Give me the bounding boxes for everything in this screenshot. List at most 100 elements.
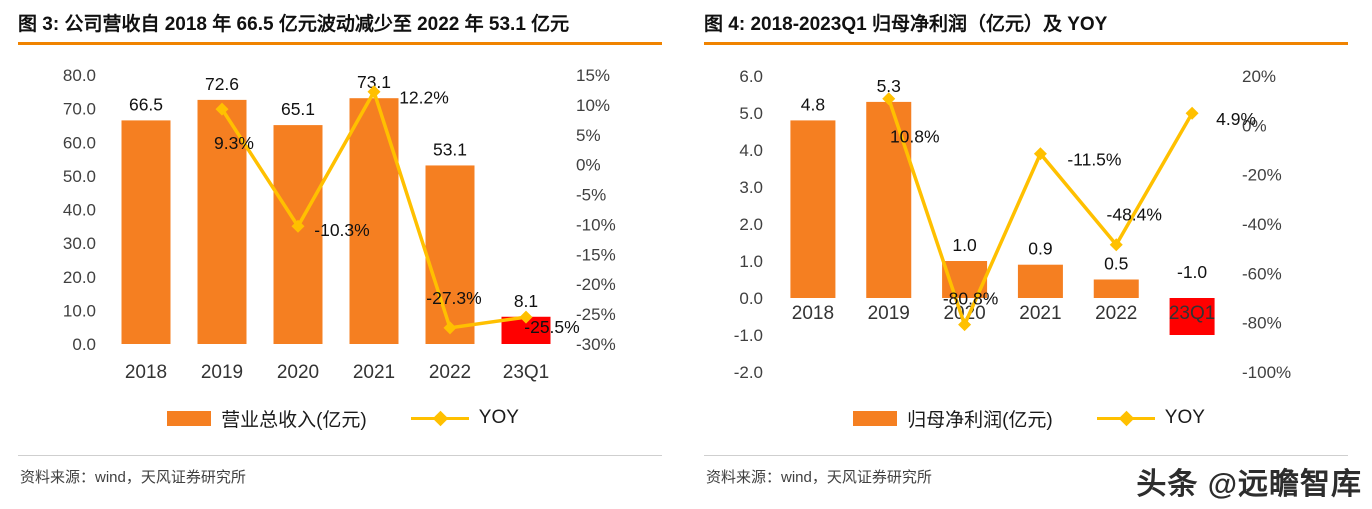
bar-2022 (1093, 279, 1139, 298)
right-axis-tick-label: -60% (1242, 264, 1282, 283)
panel-figure-3: 图 3: 公司营收自 2018 年 66.5 亿元波动减少至 2022 年 53… (0, 14, 686, 486)
yoy-point-marker (958, 318, 972, 332)
diamond-marker-icon (432, 410, 449, 426)
category-label: 2019 (201, 362, 243, 383)
bar-2019 (866, 101, 912, 299)
panel-figure-4: 图 4: 2018-2023Q1 归母净利润（亿元）及 YOY 6.0 5.0 4.… (686, 0, 1372, 509)
category-label: 2018 (792, 303, 834, 324)
yoy-point-marker (367, 85, 381, 99)
right-axis-tick-label: -10% (576, 215, 616, 234)
bar-value-label: 66.5 (129, 94, 163, 114)
bar-2022 (425, 165, 475, 344)
category-label: 2021 (1019, 303, 1061, 324)
right-axis-tick-label: -25% (576, 305, 616, 324)
diamond-marker-icon (1118, 410, 1135, 426)
yoy-value-label: 10.8% (890, 127, 940, 147)
left-axis-tick-label: 3.0 (739, 178, 763, 197)
right-axis-tick-label: 0% (576, 156, 601, 175)
yoy-value-label: -10.3% (314, 220, 369, 240)
yoy-point-marker (215, 102, 229, 116)
yoy-point-marker (1185, 106, 1199, 120)
bar-2018 (790, 120, 836, 299)
yoy-value-label: -27.3% (426, 288, 481, 308)
right-axis-tick-label: -80% (1242, 314, 1282, 333)
right-axis-tick-label: 15% (576, 66, 610, 85)
bar-swatch-icon (853, 410, 898, 426)
category-label: 2020 (943, 303, 985, 324)
title-underline-rule (18, 42, 662, 45)
category-label: 2021 (353, 362, 395, 383)
figure-3-title: 图 3: 公司营收自 2018 年 66.5 亿元波动减少至 2022 年 53… (18, 14, 570, 35)
yoy-point-marker (291, 219, 305, 233)
category-label: 2019 (868, 303, 910, 324)
yoy-value-label: -48.4% (1107, 205, 1162, 225)
right-axis-tick-label: -20% (576, 275, 616, 294)
right-axis-tick-label: 20% (1242, 67, 1276, 86)
left-axis-tick-label: -2.0 (734, 363, 763, 382)
left-axis-tick-label: 80.0 (63, 66, 96, 85)
yoy-value-label: 12.2% (399, 88, 449, 108)
yoy-value-label: 9.3% (214, 133, 254, 153)
bar-value-label: 5.3 (877, 76, 901, 96)
yoy-point-marker (443, 321, 457, 335)
category-label: 2018 (125, 362, 167, 383)
right-axis-tick-label: 5% (576, 126, 601, 145)
left-axis-tick-label: 10.0 (63, 301, 96, 320)
left-axis-tick-label: 60.0 (63, 133, 96, 152)
left-axis-tick-label: 20.0 (63, 268, 96, 287)
bar-value-label: 65.1 (281, 99, 315, 119)
left-axis-tick-label: 2.0 (739, 215, 763, 234)
category-label: 23Q1 (1169, 303, 1215, 324)
yoy-value-label: -25.5% (524, 317, 579, 337)
legend-label-yoy: YOY (1164, 407, 1205, 428)
bar-value-label: 53.1 (433, 139, 467, 159)
left-axis-tick-label: 70.0 (63, 100, 96, 119)
legend-item-revenue: 营业总收入(亿元) (167, 405, 367, 432)
bar-23Q1 (1169, 298, 1215, 335)
right-axis-tick-label: -5% (576, 186, 606, 205)
yoy-point-marker (1109, 238, 1123, 252)
yoy-line-swatch-icon (1096, 410, 1155, 426)
left-axis-tick-label: 1.0 (739, 252, 763, 271)
bar-2021 (1017, 264, 1063, 298)
left-axis-tick-label: 4.0 (739, 141, 763, 160)
yoy-value-label: -80.8% (943, 289, 998, 309)
left-axis-tick-label: 0.0 (72, 335, 96, 354)
watermark: 头条 @远瞻智库 (1136, 468, 1362, 501)
bar-2020 (273, 125, 323, 344)
right-axis-tick-label: -15% (576, 245, 616, 264)
right-axis-tick-label: -100% (1242, 363, 1291, 382)
yoy-value-label: -11.5% (1067, 150, 1121, 170)
yoy-line-swatch-icon (410, 410, 469, 426)
right-axis-tick-label: -40% (1242, 215, 1282, 234)
category-label: 2022 (429, 362, 471, 383)
legend-label-revenue: 营业总收入(亿元) (221, 409, 367, 431)
bar-value-label: 1.0 (952, 235, 977, 255)
right-axis-tick-label: 0% (1242, 116, 1267, 135)
bar-value-label: 0.5 (1104, 254, 1128, 274)
left-axis-tick-label: 5.0 (739, 104, 763, 123)
legend-label-net-profit: 归母净利润(亿元) (907, 409, 1053, 431)
right-axis-tick-label: -30% (576, 335, 616, 354)
left-axis-tick-label: 6.0 (739, 67, 763, 86)
bar-value-label: 4.8 (801, 94, 825, 114)
yoy-point-marker (1033, 147, 1047, 161)
bar-value-label: 72.6 (205, 74, 239, 94)
bar-2019 (197, 99, 247, 344)
category-label: 2020 (277, 362, 319, 383)
right-axis-tick-label: 10% (576, 96, 610, 115)
bar-value-label: 73.1 (357, 72, 391, 92)
left-axis-tick-label: 50.0 (63, 167, 96, 186)
source-divider-rule (704, 455, 1348, 456)
left-axis-tick-label: 0.0 (739, 289, 763, 308)
left-axis-tick-label: 30.0 (63, 234, 96, 253)
category-label: 23Q1 (503, 362, 549, 383)
chart-legend: 营业总收入(亿元) YOY (0, 400, 686, 436)
revenue-yoy-chart: 80.0 70.0 60.0 50.0 40.0 30.0 20.0 10.0 0.0 15% 10… (63, 66, 616, 383)
yoy-point-marker (519, 310, 533, 324)
title-underline-rule (704, 42, 1348, 45)
bar-value-label: 8.1 (514, 291, 538, 311)
left-axis-tick-label: -1.0 (734, 326, 763, 345)
source-note: 资料来源：wind，天风证券研究所 (20, 469, 246, 486)
yoy-value-label: 4.9% (1216, 109, 1256, 129)
